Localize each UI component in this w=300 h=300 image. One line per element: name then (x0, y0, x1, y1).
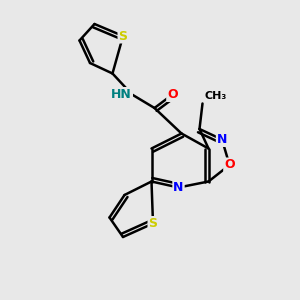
Text: N: N (173, 181, 184, 194)
Text: S: S (118, 29, 127, 43)
Text: CH₃: CH₃ (205, 91, 227, 100)
Text: O: O (224, 158, 235, 172)
Text: O: O (167, 88, 178, 101)
Text: HN: HN (111, 88, 132, 101)
Text: N: N (217, 133, 227, 146)
Text: S: S (148, 217, 158, 230)
